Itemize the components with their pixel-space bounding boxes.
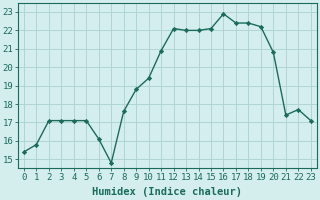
X-axis label: Humidex (Indice chaleur): Humidex (Indice chaleur)	[92, 187, 242, 197]
